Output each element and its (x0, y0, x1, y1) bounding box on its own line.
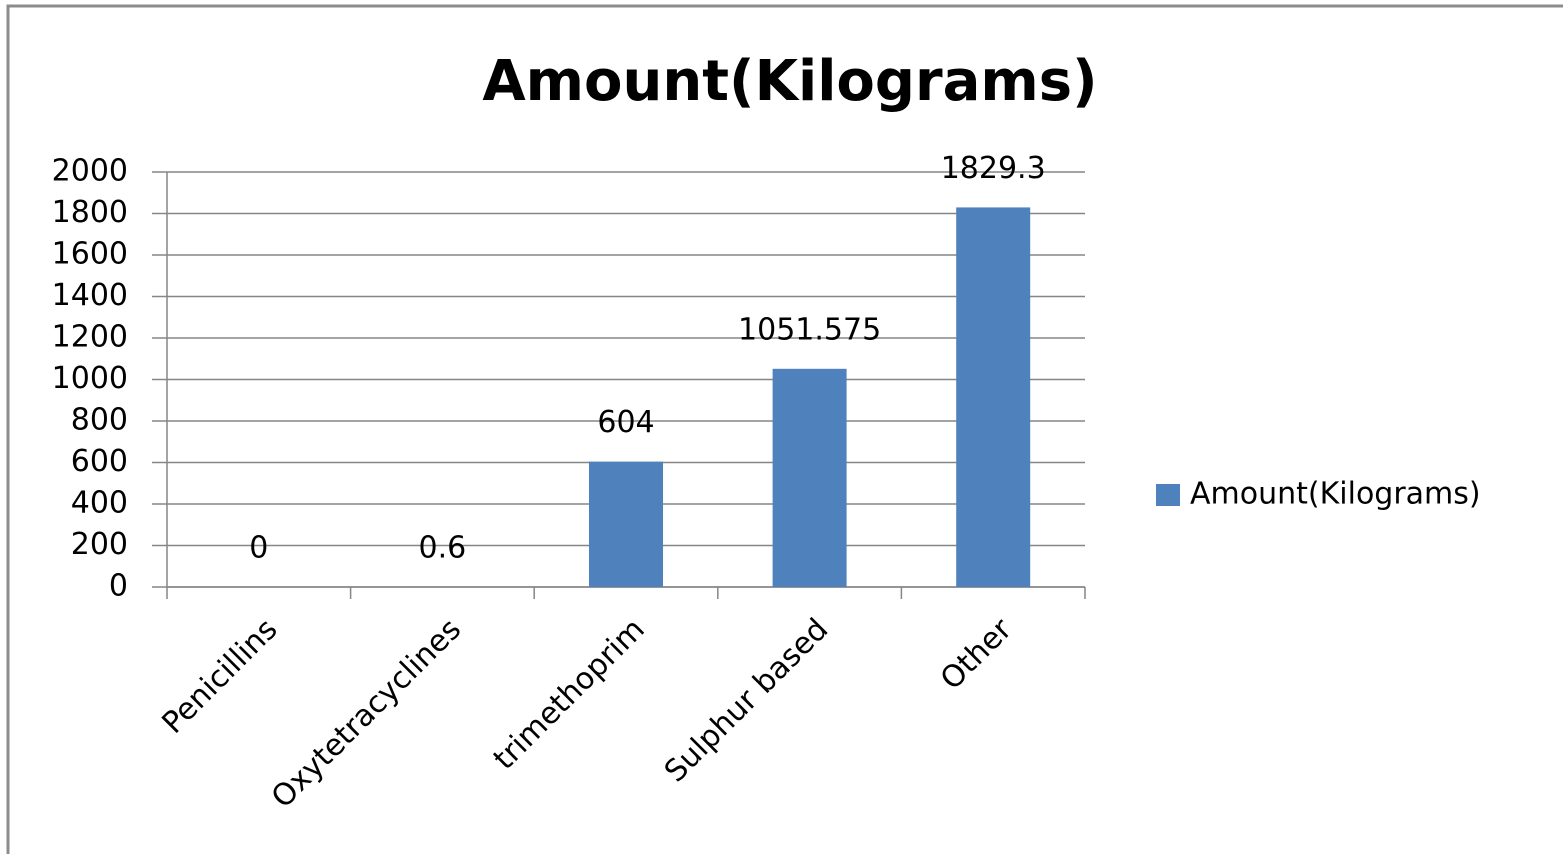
data-label: 0 (249, 531, 268, 566)
data-label: 604 (597, 405, 654, 440)
data-label: 1051.575 (738, 312, 881, 347)
y-tick-label: 1000 (52, 361, 128, 396)
data-label: 0.6 (419, 530, 467, 565)
chart-title: Amount(Kilograms) (482, 49, 1097, 114)
bar (772, 368, 847, 587)
y-tick-label: 1800 (52, 195, 128, 230)
y-tick-label: 200 (71, 527, 128, 562)
bar (589, 461, 663, 587)
y-tick-label: 1400 (52, 278, 128, 313)
legend-swatch (1156, 484, 1180, 506)
y-tick-label: 0 (109, 569, 128, 604)
y-tick-label: 1200 (52, 320, 128, 355)
y-tick-label: 400 (71, 486, 128, 521)
data-label: 1829.3 (941, 151, 1046, 186)
y-tick-label: 2000 (52, 154, 128, 189)
y-tick-label: 1600 (52, 237, 128, 272)
y-tick-label: 800 (71, 403, 128, 438)
bar (956, 207, 1031, 587)
y-tick-label: 600 (71, 444, 128, 479)
legend-label: Amount(Kilograms) (1190, 477, 1481, 512)
